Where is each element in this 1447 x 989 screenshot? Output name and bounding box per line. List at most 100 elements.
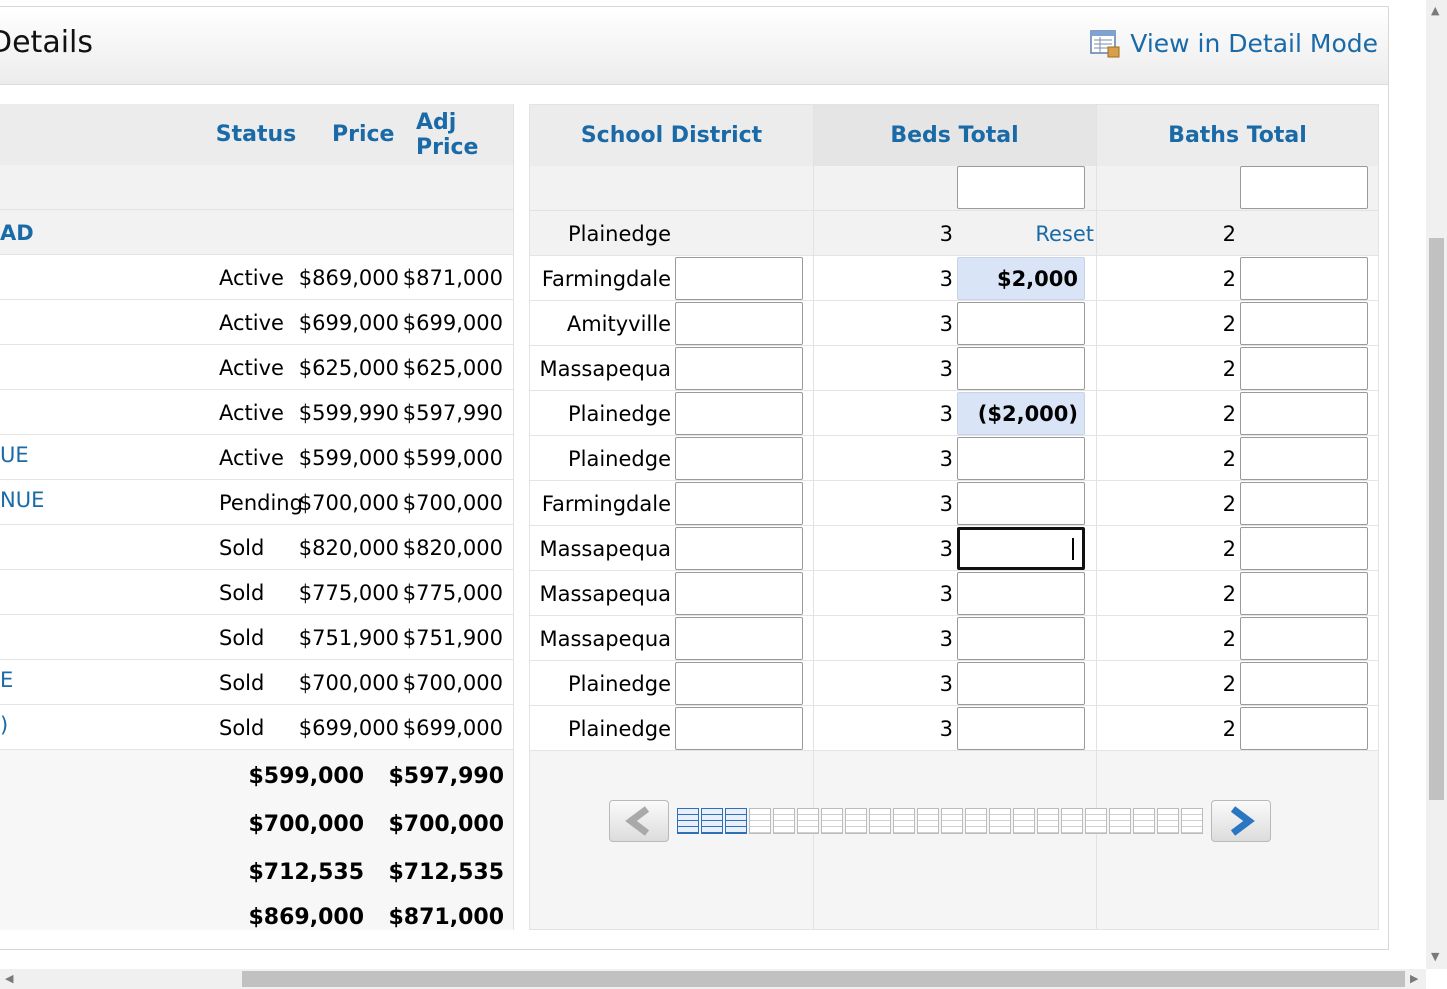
baths-adjust-input[interactable] [1240, 482, 1368, 525]
page-button[interactable] [677, 808, 699, 834]
baths-adjust-input[interactable] [1240, 347, 1368, 390]
table-row: Active $869,000 $871,000 [0, 255, 513, 300]
col-beds-total-header[interactable]: Beds Total [813, 105, 1096, 166]
page-button[interactable] [917, 808, 939, 834]
summary-adj-price: $700,000 [388, 812, 504, 837]
school-adjust-input[interactable] [675, 437, 803, 480]
col-school-district-header[interactable]: School District [580, 123, 763, 148]
school-adjust-input[interactable] [675, 392, 803, 435]
baths-filter-input[interactable] [1240, 166, 1368, 209]
beds-filter-input[interactable] [957, 166, 1085, 209]
col-status-header[interactable]: Status [215, 122, 297, 147]
page-button[interactable] [869, 808, 891, 834]
view-detail-mode-link[interactable]: View in Detail Mode [1090, 29, 1378, 58]
beds-adjust-input[interactable]: ($2,000) [957, 392, 1085, 435]
page-button[interactable] [701, 808, 723, 834]
address-link[interactable] [0, 255, 120, 295]
address-link[interactable] [0, 300, 120, 340]
baths-adjust-input[interactable] [1240, 392, 1368, 435]
school-adjust-input[interactable] [675, 572, 803, 615]
beds-adjust-input[interactable] [957, 572, 1085, 615]
page-button[interactable] [1109, 808, 1131, 834]
table-row: Active $699,000 $699,000 [0, 300, 513, 345]
page-button[interactable] [797, 808, 819, 834]
horizontal-scroll-thumb[interactable] [242, 971, 1405, 987]
table-row: Farmingdale 3 2 [530, 481, 1378, 526]
address-link[interactable]: ) [0, 713, 9, 737]
col-price-header[interactable]: Price [332, 122, 395, 147]
address-link[interactable]: UE [0, 443, 29, 467]
prev-page-button[interactable] [609, 800, 669, 842]
address-link[interactable] [0, 390, 120, 430]
scroll-left-icon[interactable]: ◀ [5, 972, 14, 985]
scroll-right-icon[interactable]: ▶ [1410, 972, 1419, 985]
address-link[interactable] [0, 615, 120, 655]
page-button[interactable] [1037, 808, 1059, 834]
beds-adjust-input[interactable] [957, 482, 1085, 525]
baths-adjust-input[interactable] [1240, 302, 1368, 345]
price-cell: $700,000 [298, 490, 399, 515]
page-button[interactable] [821, 808, 843, 834]
status-cell: Active [219, 445, 284, 470]
school-adjust-input[interactable] [675, 257, 803, 300]
page-button[interactable] [725, 808, 747, 834]
page-button[interactable] [941, 808, 963, 834]
school-adjust-input[interactable] [675, 707, 803, 750]
page-button[interactable] [1085, 808, 1107, 834]
reset-link[interactable]: Reset [1035, 221, 1094, 246]
beds-adjust-input[interactable] [957, 437, 1085, 480]
page-button[interactable] [1157, 808, 1179, 834]
beds-adjust-input[interactable] [957, 617, 1085, 660]
page-button[interactable] [1181, 808, 1203, 834]
page-button[interactable] [845, 808, 867, 834]
col-adj-price-header[interactable]: Adj Price [416, 109, 479, 160]
school-adjust-input[interactable] [675, 662, 803, 705]
left-grid: Status Price Adj Price AD Active $869,000 $… [0, 104, 514, 930]
address-link[interactable] [0, 525, 120, 565]
page-button[interactable] [1061, 808, 1083, 834]
baths-adjust-input[interactable] [1240, 572, 1368, 615]
table-row: UE Active $599,000 $599,000 [0, 435, 513, 480]
page-button[interactable] [749, 808, 771, 834]
page-button[interactable] [989, 808, 1011, 834]
summary-row: $712,535 $712,535 [0, 850, 513, 895]
school-adjust-input[interactable] [675, 347, 803, 390]
page-button[interactable] [1133, 808, 1155, 834]
page-button[interactable] [965, 808, 987, 834]
beds-adjust-input[interactable] [957, 347, 1085, 390]
baths-adjust-input[interactable] [1240, 617, 1368, 660]
vertical-scrollbar[interactable]: ▲ ▼ [1426, 0, 1447, 969]
group-address[interactable]: AD [0, 220, 34, 245]
vertical-scroll-thumb[interactable] [1429, 238, 1444, 800]
price-cell: $820,000 [298, 535, 399, 560]
scroll-down-icon[interactable]: ▼ [1431, 950, 1440, 963]
col-baths-total-header[interactable]: Baths Total [1168, 123, 1307, 148]
summary-adj-price: $712,535 [388, 860, 504, 885]
group-row: Plainedge 3 Reset 2 [530, 211, 1378, 256]
school-adjust-input[interactable] [675, 302, 803, 345]
school-adjust-input[interactable] [675, 482, 803, 525]
beds-adjust-input[interactable] [957, 707, 1085, 750]
horizontal-scrollbar[interactable]: ◀ ▶ [0, 969, 1426, 989]
beds-adjust-input[interactable] [957, 527, 1085, 570]
school-adjust-input[interactable] [675, 617, 803, 660]
page-button[interactable] [773, 808, 795, 834]
page-button[interactable] [1013, 808, 1035, 834]
baths-adjust-input[interactable] [1240, 662, 1368, 705]
beds-adjust-input[interactable] [957, 662, 1085, 705]
baths-adjust-input[interactable] [1240, 707, 1368, 750]
address-link[interactable]: NUE [0, 488, 45, 512]
school-adjust-input[interactable] [675, 527, 803, 570]
baths-adjust-input[interactable] [1240, 257, 1368, 300]
address-link[interactable]: E [0, 668, 14, 692]
baths-adjust-input[interactable] [1240, 527, 1368, 570]
page-button[interactable] [893, 808, 915, 834]
beds-adjust-input[interactable] [957, 302, 1085, 345]
scroll-up-icon[interactable]: ▲ [1431, 4, 1440, 17]
beds-adjust-input[interactable]: $2,000 [957, 257, 1085, 300]
next-page-button[interactable] [1211, 800, 1271, 842]
address-link[interactable] [0, 570, 120, 610]
chevron-left-icon [625, 806, 650, 836]
baths-adjust-input[interactable] [1240, 437, 1368, 480]
address-link[interactable] [0, 345, 120, 385]
